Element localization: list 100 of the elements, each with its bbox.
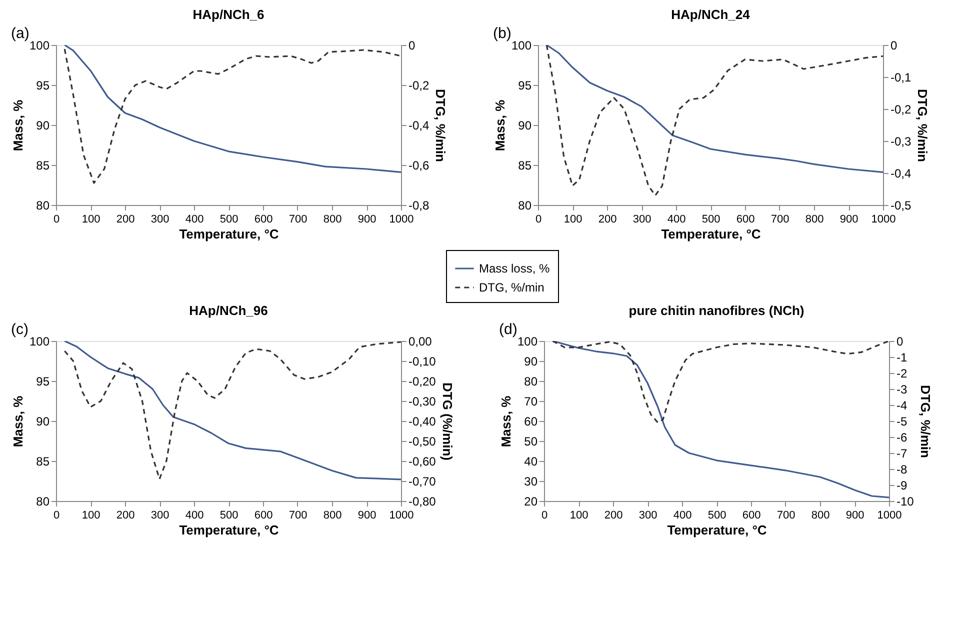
text: (a): [11, 25, 30, 42]
x-tick-label: 700: [288, 510, 308, 522]
x-tick-label: 700: [288, 214, 308, 226]
x-tick-label: 500: [708, 510, 726, 522]
y-tick-label: 30: [524, 474, 538, 488]
y2-tick-label: -5: [896, 414, 908, 428]
x-tick-label: 900: [840, 214, 858, 226]
text: (d): [499, 321, 518, 338]
x-tick-label: 1000: [389, 214, 414, 226]
x-tick-label: 600: [742, 510, 761, 522]
y2-tick-label: -0,5: [890, 198, 912, 212]
y-tick-label: 100: [511, 38, 532, 52]
y2-tick-label: -10: [896, 494, 914, 508]
x-tick-label: 500: [220, 510, 238, 522]
y2-tick-label: -0,10: [408, 354, 436, 368]
y-tick-label: 100: [29, 38, 50, 52]
x-tick-label: 200: [604, 510, 623, 522]
x-tick-label: 1000: [389, 510, 414, 522]
y-tick-label: 85: [36, 454, 50, 468]
y2-tick-label: -3: [896, 382, 908, 396]
chart-title: HAp/NCh_6: [192, 7, 264, 22]
y2-tick-label: -0,4: [890, 166, 912, 180]
y-tick-label: 70: [524, 394, 538, 408]
line-series: [552, 341, 889, 424]
x-tick-label: 400: [185, 214, 204, 226]
x-tick-label: 300: [150, 214, 170, 226]
x-tick-label: 600: [254, 510, 273, 522]
y-tick-label: 80: [524, 374, 538, 388]
x-tick-label: 400: [667, 214, 686, 226]
y2-tick-label: -0,80: [408, 494, 436, 508]
x-tick-label: 800: [805, 214, 824, 226]
x-tick-label: 600: [254, 214, 273, 226]
x-tick-label: 300: [632, 214, 652, 226]
y2-tick-label: -0,2: [890, 102, 912, 116]
y2-tick-label: 0: [408, 38, 416, 52]
x-tick-label: 200: [598, 214, 617, 226]
x-tick-label: 0: [541, 510, 548, 522]
y2-tick-label: 0: [896, 334, 904, 348]
y2-tick-label: -9: [896, 478, 908, 492]
y2-tick-label: -1: [896, 350, 908, 364]
y2-tick-label: -0,1: [890, 70, 912, 84]
y2-axis-title: DTG (%/min): [440, 382, 455, 460]
y2-tick-label: -0,6: [408, 158, 430, 172]
y2-axis-title: DTG, %/min: [918, 385, 933, 458]
x-tick-label: 900: [358, 510, 376, 522]
x-tick-label: 100: [570, 510, 588, 522]
y-tick-label: 60: [524, 414, 538, 428]
y2-axis-title: DTG, %/min: [915, 89, 930, 162]
y2-tick-label: -0,40: [408, 414, 436, 428]
y-tick-label: 95: [518, 78, 532, 92]
y-tick-label: 80: [36, 494, 50, 508]
y2-tick-label: -0,4: [408, 118, 430, 132]
chart-title: pure chitin nanofibres (NCh): [628, 303, 804, 318]
y2-axis-title: DTG, %/min: [433, 89, 448, 162]
y2-tick-label: 0,00: [408, 334, 432, 348]
x-tick-label: 300: [150, 510, 170, 522]
y-axis-title: Mass, %: [498, 395, 514, 448]
y-axis-title: Mass, %: [492, 99, 508, 152]
x-axis-title: Temperature, °C: [667, 522, 768, 538]
x-tick-label: 600: [736, 214, 755, 226]
y2-tick-label: 0: [890, 38, 898, 52]
x-tick-label: 700: [770, 214, 790, 226]
x-tick-label: 100: [564, 214, 582, 226]
x-tick-label: 200: [116, 214, 135, 226]
y2-tick-label: -7: [896, 446, 908, 460]
y2-tick-label: -0,3: [890, 134, 912, 148]
y-tick-label: 80: [518, 198, 532, 212]
y-tick-label: 95: [36, 78, 50, 92]
chart-title: HAp/NCh_96: [189, 303, 268, 318]
y2-tick-label: -0,70: [408, 474, 436, 488]
x-tick-label: 100: [82, 510, 100, 522]
line-series: [546, 45, 883, 173]
y-tick-label: 40: [524, 454, 538, 468]
x-axis-title: Temperature, °C: [179, 522, 280, 538]
y-axis-title: Mass, %: [10, 99, 26, 152]
y2-tick-label: -0,50: [408, 434, 436, 448]
x-tick-label: 500: [220, 214, 238, 226]
x-tick-label: 0: [53, 214, 60, 226]
x-tick-label: 800: [323, 214, 342, 226]
legend-label: Mass loss, %: [479, 262, 550, 276]
y2-tick-label: -0,20: [408, 374, 436, 388]
y-tick-label: 90: [36, 118, 50, 132]
y2-tick-label: -2: [896, 366, 908, 380]
line-series: [546, 45, 883, 196]
y-tick-label: 100: [517, 334, 538, 348]
x-tick-label: 400: [673, 510, 692, 522]
legend-label: DTG, %/min: [479, 280, 544, 294]
text: (b): [493, 25, 512, 42]
x-axis-title: Temperature, °C: [661, 226, 762, 242]
y2-tick-label: -4: [896, 398, 908, 412]
x-tick-label: 1000: [877, 510, 902, 522]
x-tick-label: 900: [358, 214, 376, 226]
y-tick-label: 90: [518, 118, 532, 132]
x-tick-label: 1000: [871, 214, 896, 226]
x-tick-label: 800: [811, 510, 830, 522]
y-tick-label: 85: [36, 158, 50, 172]
y2-tick-label: -0,8: [408, 198, 430, 212]
y-tick-label: 20: [524, 494, 538, 508]
y-tick-label: 95: [36, 374, 50, 388]
x-tick-label: 0: [535, 214, 542, 226]
